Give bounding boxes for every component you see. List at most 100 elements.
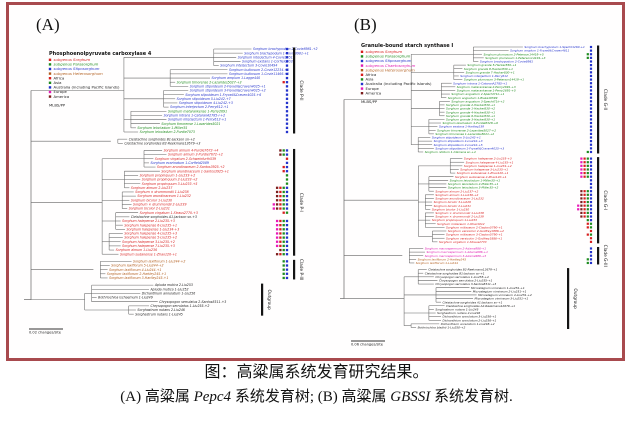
region-dot: [285, 194, 289, 198]
tip-label: Dichanthium annulatum 2-Liu256-+1: [443, 318, 497, 322]
region-dot: [282, 272, 285, 275]
tip-label: Chrysopogon serrulatus 1-Liu255-+4: [435, 275, 489, 279]
legend-subgenus-label: subgenus Sorghum: [366, 49, 403, 54]
region-dot: [589, 186, 593, 189]
region-dot: [285, 182, 289, 185]
region-dot: [589, 82, 593, 85]
region-dot: [589, 56, 593, 59]
region-dot: [589, 204, 593, 207]
region-dot: [285, 149, 289, 152]
region-dot: [282, 149, 285, 152]
tip-label: Sorghum brachypodum 2-Covie8981: [480, 60, 533, 64]
tip-label: Sorghum arundinaceum 1-Liu232: [435, 197, 484, 201]
region-dot: [583, 197, 586, 200]
legend-swatch: [360, 82, 364, 86]
region-dot: [583, 190, 586, 193]
region-dot: [285, 85, 289, 88]
clade-bar: [597, 45, 600, 154]
region-dot: [279, 149, 282, 152]
region-dot: [583, 175, 586, 178]
region-dot: [589, 100, 593, 103]
region-dot: [285, 110, 289, 113]
region-dot: [285, 161, 289, 165]
tip-label: Sorghum versicolor 2-Godfrey1886-+2: [448, 229, 504, 233]
legend-subgenus-label: subgenus Stiposorghum: [54, 66, 100, 71]
region-dot: [589, 64, 593, 67]
region-dot: [285, 228, 289, 231]
tree-title: Phosphoenolpyruvate carboxylase 4: [49, 51, 152, 57]
scale-bar-label: 0.02 changes/site: [29, 331, 62, 335]
legend-subgenus-label: subgenus Chaetosorghum: [366, 63, 416, 68]
tip-label: Cleistachne sorghoides A1-Jackson sn-+3: [131, 215, 197, 219]
region-dot: [275, 240, 279, 243]
tip-label: Sorghum laxiflorum 3-Hartley245-+1: [109, 276, 168, 280]
region-dot: [282, 207, 285, 210]
tip-label: Sorghum leiocladum 1-Miller35-+1: [450, 178, 501, 182]
region-dot: [275, 203, 279, 206]
region-dot: [285, 153, 289, 156]
region-dot: [589, 71, 593, 74]
tip-label: Sorghum leiocladum 1-Miller35: [137, 126, 187, 130]
region-dot: [586, 168, 589, 171]
legend-region-label: Australia (including Pacific Islands): [54, 85, 121, 90]
caption-seg: (A) 高粱属: [120, 389, 194, 405]
tip-label: Sorghum halepense 3-Liu235-+1: [460, 168, 508, 172]
region-dot: [282, 219, 285, 223]
region-dot: [589, 157, 593, 160]
tip-label: Sorghum grande 7-Hacker830-+1: [466, 70, 515, 74]
tip-label: Sorghum interjectum 1-Perry612: [460, 74, 508, 78]
region-dot: [275, 224, 279, 227]
region-dot: [583, 164, 586, 167]
region-dot: [589, 197, 593, 200]
region-dot: [285, 253, 289, 256]
region-dot: [589, 222, 593, 225]
region-dot: [275, 232, 279, 235]
tip-label: Sorghum matarankense 1-Perry2691: [168, 109, 227, 113]
tip-label: Microstegium vimineum 4-Liu251-+2: [478, 293, 532, 297]
legend-subgenus-label: subgenus Stiposorghum: [366, 58, 412, 63]
tip-label: Chrysopogon serrulatus 1-Liu255-+2: [151, 304, 210, 308]
tip-label: Sorghum bicolor 2-Liu231: [434, 204, 472, 208]
legend-swatch: [360, 59, 364, 63]
region-dot: [583, 193, 586, 196]
tip-label: Sorghum grande 8-Hacker830-+1: [464, 67, 513, 71]
region-dot: [285, 97, 289, 100]
region-dot: [589, 129, 593, 132]
region-dot: [285, 130, 289, 134]
region-dot: [589, 150, 593, 154]
region-dot: [589, 103, 593, 107]
clade-bar: [567, 268, 570, 329]
region-dot: [580, 193, 583, 196]
region-dot: [580, 164, 583, 167]
region-dot: [586, 226, 589, 229]
clade-bar-label: Clade G-I: [602, 190, 608, 210]
region-dot: [279, 253, 282, 256]
region-dot: [279, 199, 282, 202]
region-dot: [586, 233, 589, 236]
phylogenetic-tree-panel-a: Phosphoenolpyruvate carboxylase 4 subgenu…: [23, 41, 337, 363]
region-dot: [580, 211, 583, 214]
region-dot: [583, 208, 586, 211]
region-dot: [279, 203, 282, 206]
tip-label: Sorghum propinquum 2-Liu233-+2: [142, 178, 198, 182]
tip-label: Dichanthium annulatum 1-Liu256: [142, 292, 196, 296]
tip-label: Bothriochloa ischaemum 1-Liu249: [98, 296, 153, 300]
region-dot: [589, 240, 593, 243]
region-dot: [279, 248, 282, 252]
tip-label: Sorghum matarankense 1-Perry2691-+5: [457, 89, 516, 93]
panel-b-label: (B): [354, 15, 377, 34]
tip-label: Sorghum stipoideum 5-Liu242-+1: [432, 136, 481, 140]
tip-label: Sorghum halepense 1-Liu234-+3: [127, 227, 180, 231]
region-dot: [282, 170, 285, 173]
caption-title-line: 图：高粱属系统发育研究结果。: [204, 364, 429, 381]
region-dot: [589, 118, 593, 121]
region-dot: [282, 268, 285, 271]
tip-label: Sorghum sudanense 2-Zhao120-+1: [455, 175, 507, 179]
tip-label: Sorghum stipoideum 2-Liu242-+5: [434, 143, 483, 147]
region-dot: [285, 118, 289, 121]
tip-label: Sorghum grande 1-Hacker830-+2: [446, 107, 495, 111]
caption-seg: 系统发育树; (B) 高粱属: [231, 389, 391, 405]
tip-label: Sorghum halepense 7-Liu235-+3: [122, 244, 175, 248]
region-dot: [589, 74, 593, 78]
region-dot: [586, 197, 589, 200]
